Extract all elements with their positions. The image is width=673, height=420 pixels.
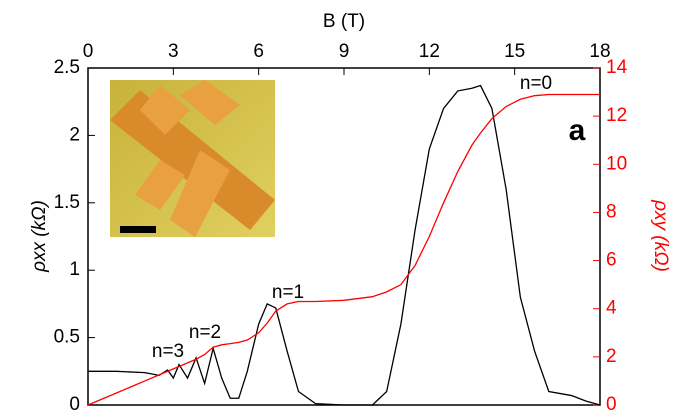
- x-tick-label: 12: [419, 41, 440, 62]
- annotation: a: [569, 114, 586, 147]
- y2-tick-label: 2: [606, 346, 617, 367]
- x-tick-label: 9: [339, 41, 350, 62]
- x-tick-label: 3: [168, 41, 179, 62]
- y-tick-label: 0: [69, 394, 80, 415]
- x-tick-label: 0: [83, 41, 94, 62]
- y-tick-label: 1: [69, 259, 80, 280]
- y2-tick-label: 6: [606, 250, 617, 271]
- x-axis-label: B (T): [323, 11, 365, 32]
- annotation: n=1: [272, 282, 304, 303]
- y2-tick-label: 14: [606, 57, 628, 78]
- y-tick-label: 2.5: [54, 57, 80, 78]
- y2-tick-label: 10: [606, 153, 627, 174]
- x-tick-label: 6: [253, 41, 264, 62]
- y-axis-label: ρxx (kΩ): [29, 200, 50, 273]
- annotation: n=0: [520, 73, 552, 94]
- y-tick-label: 1.5: [54, 192, 80, 213]
- chart: B (T) ρxx (kΩ) ρxy (kΩ) 036912151800.511…: [0, 0, 673, 415]
- y-tick-label: 2: [69, 124, 80, 145]
- y2-tick-label: 4: [606, 298, 617, 319]
- y2-axis-label: ρxy (kΩ): [650, 199, 671, 272]
- y2-tick-label: 8: [606, 201, 617, 222]
- annotation: n=3: [152, 341, 184, 362]
- y2-tick-label: 0: [606, 394, 617, 415]
- x-tick-label: 15: [504, 41, 525, 62]
- inset-image: [110, 80, 275, 237]
- annotation: n=2: [189, 322, 221, 343]
- y2-tick-label: 12: [606, 105, 627, 126]
- y-tick-label: 0.5: [54, 327, 80, 348]
